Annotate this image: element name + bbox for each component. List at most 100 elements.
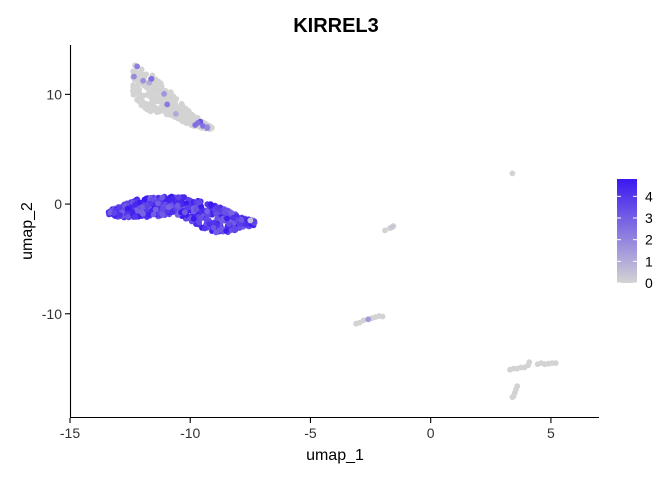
data-point — [130, 84, 137, 90]
data-point — [148, 75, 155, 82]
data-point — [184, 204, 191, 211]
data-point — [181, 194, 187, 201]
data-point — [183, 200, 190, 207]
data-point — [192, 122, 199, 128]
data-point — [196, 219, 203, 226]
data-point — [175, 194, 182, 201]
y-axis-label: umap_2 — [19, 202, 36, 260]
x-tick-label: 0 — [427, 425, 435, 441]
data-point — [226, 221, 232, 228]
data-point — [174, 202, 181, 209]
data-point — [204, 208, 211, 215]
data-point — [230, 214, 237, 221]
x-tick-label: -10 — [180, 425, 200, 441]
data-point — [141, 196, 148, 203]
data-point — [193, 206, 200, 213]
data-point — [165, 204, 172, 211]
data-point — [134, 63, 141, 70]
data-point — [144, 202, 151, 209]
y-tick-label: -10 — [42, 306, 62, 322]
data-point — [138, 66, 145, 73]
data-point — [224, 215, 230, 222]
data-point — [159, 206, 166, 213]
data-point — [509, 170, 516, 177]
y-tick-label: 10 — [46, 86, 62, 102]
data-point — [111, 210, 118, 217]
data-point — [201, 225, 208, 232]
x-tick-label: -5 — [304, 425, 317, 441]
y-tick-label: 0 — [54, 196, 62, 212]
data-point — [187, 111, 194, 118]
data-point — [164, 208, 171, 215]
data-point — [159, 194, 166, 201]
data-point — [365, 316, 372, 323]
data-point — [140, 77, 147, 84]
colorbar-ticks: 4 3 2 1 0 — [617, 188, 653, 291]
colorbar-label: 0 — [645, 275, 653, 291]
data-point — [382, 227, 388, 234]
data-point — [164, 101, 171, 108]
data-point — [116, 204, 123, 211]
data-point — [389, 224, 396, 231]
data-point — [181, 209, 188, 216]
data-point — [136, 86, 143, 93]
data-point — [129, 209, 136, 216]
x-tick-label: -15 — [60, 425, 80, 441]
data-point — [213, 210, 220, 217]
data-point — [145, 90, 152, 97]
colorbar-label: 1 — [645, 253, 653, 269]
data-point — [131, 213, 138, 220]
data-point — [155, 200, 162, 207]
data-point — [152, 206, 159, 213]
data-point — [131, 73, 137, 80]
data-point — [152, 98, 159, 104]
data-point — [142, 71, 149, 78]
data-point — [125, 214, 131, 220]
x-axis-label: umap_1 — [306, 447, 364, 464]
data-point — [213, 229, 219, 236]
data-point — [223, 228, 230, 234]
data-point — [198, 214, 205, 221]
colorbar-label: 4 — [645, 188, 653, 204]
data-point — [153, 93, 160, 100]
data-point — [141, 92, 147, 99]
y-ticks: 10 0 -10 — [42, 86, 70, 322]
data-point — [242, 221, 249, 228]
data-point — [148, 100, 155, 106]
data-point — [166, 197, 173, 204]
colorbar-label: 3 — [645, 210, 653, 226]
data-point — [228, 210, 235, 217]
data-point — [154, 84, 160, 90]
data-point — [158, 83, 165, 90]
data-point — [138, 97, 144, 104]
data-point — [179, 111, 186, 117]
data-point — [173, 96, 180, 102]
data-point — [159, 211, 166, 218]
data-point — [210, 224, 217, 231]
data-point — [144, 106, 151, 113]
data-point — [169, 209, 176, 216]
data-point — [214, 215, 221, 222]
data-point — [132, 201, 139, 208]
data-point — [165, 111, 172, 118]
data-point — [526, 359, 533, 365]
data-point — [206, 221, 213, 228]
data-point — [161, 91, 168, 97]
colorbar-label: 2 — [645, 232, 653, 248]
data-point — [247, 217, 254, 224]
data-point — [214, 204, 221, 211]
data-point — [140, 210, 146, 217]
data-point — [509, 394, 516, 401]
data-point — [196, 199, 203, 206]
data-point — [207, 201, 214, 208]
points-layer — [105, 62, 559, 401]
data-point — [189, 116, 196, 123]
data-point — [204, 125, 211, 131]
data-point — [145, 212, 152, 218]
chart-title: KIRREL3 — [293, 15, 379, 37]
data-point — [360, 317, 367, 324]
x-tick-label: 5 — [547, 425, 555, 441]
data-point — [138, 102, 145, 108]
